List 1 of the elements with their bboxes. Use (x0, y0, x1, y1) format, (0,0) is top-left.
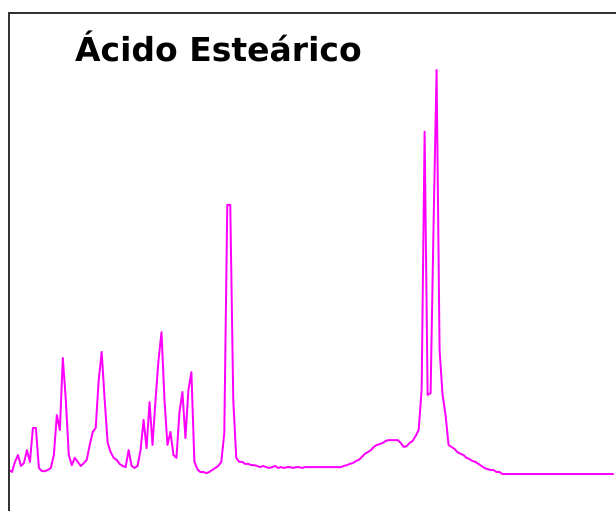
chart-title: Ácido Esteárico (75, 30, 362, 69)
